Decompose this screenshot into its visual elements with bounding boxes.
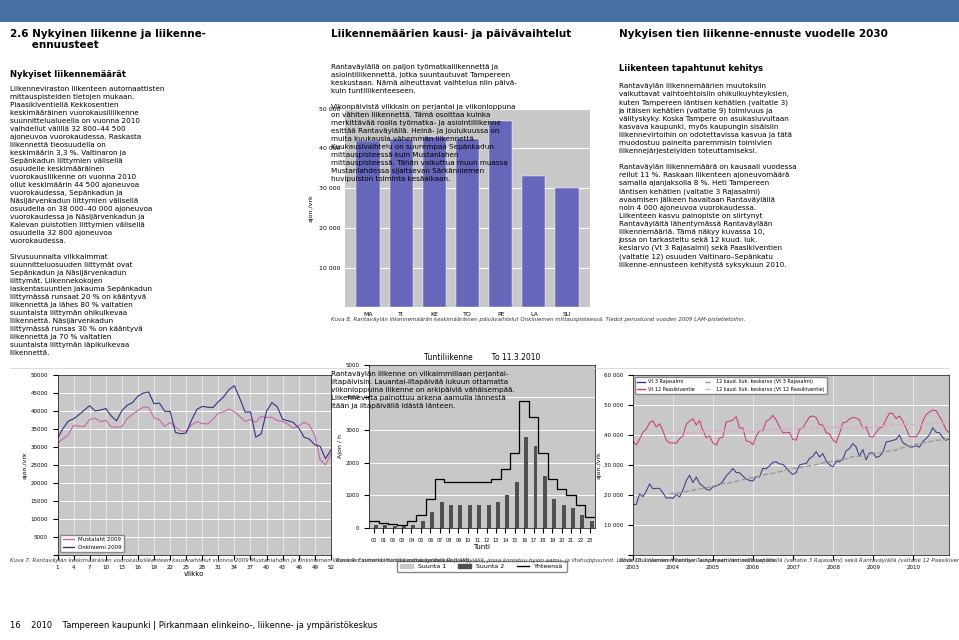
Bar <box>431 512 434 528</box>
Bar <box>370 525 374 528</box>
Bar <box>482 505 486 528</box>
Text: Liikennemäärien kausi- ja päivävaihtelut: Liikennemäärien kausi- ja päivävaihtelut <box>331 29 572 39</box>
Bar <box>489 121 512 307</box>
Bar <box>520 492 525 528</box>
Bar <box>411 525 415 528</box>
Text: 16    2010    Tampereen kaupunki | Pirkanmaan elinkeino-, liikenne- ja ympäristö: 16 2010 Tampereen kaupunki | Pirkanmaan … <box>10 621 377 630</box>
X-axis label: Tunti: Tunti <box>474 544 490 550</box>
Text: Kuva 10. Liikenteen kehitys Tampereen läntisellä kehätiellä (valtatie 3 Rajasalm: Kuva 10. Liikenteen kehitys Tampereen lä… <box>619 558 959 563</box>
Bar <box>473 505 478 528</box>
Legend: Suunta 1, Suunta 2, Yhteensä: Suunta 1, Suunta 2, Yhteensä <box>397 561 567 572</box>
Bar <box>427 515 431 528</box>
Bar <box>380 525 384 528</box>
Bar <box>384 525 387 528</box>
Bar <box>408 525 411 528</box>
Bar <box>529 499 533 528</box>
Bar <box>590 522 594 528</box>
Bar <box>558 512 562 528</box>
Bar <box>549 508 552 528</box>
Bar <box>417 522 421 528</box>
Bar <box>402 526 406 528</box>
Bar <box>389 138 412 307</box>
Bar <box>478 505 481 528</box>
Bar <box>486 505 491 528</box>
Bar <box>523 176 546 307</box>
Bar <box>555 188 578 307</box>
Bar <box>455 505 458 528</box>
Bar <box>533 447 537 528</box>
Text: Kuva 9. Esimerkki tuntiliikennekäyrästä Rantaväylällä, jossa korostuu hyvin aamu: Kuva 9. Esimerkki tuntiliikennekäyrästä … <box>336 558 777 563</box>
Text: Liikenteen tapahtunut kehitys: Liikenteen tapahtunut kehitys <box>619 64 762 73</box>
Bar <box>567 515 572 528</box>
Bar <box>586 523 590 528</box>
Bar <box>515 483 519 528</box>
Bar <box>439 502 444 528</box>
Bar <box>357 141 380 307</box>
Bar <box>423 136 446 307</box>
Bar <box>576 518 580 528</box>
Y-axis label: ajon./vrk: ajon./vrk <box>596 451 601 479</box>
Bar <box>458 505 462 528</box>
Bar <box>511 499 515 528</box>
Text: Kuva 8. Rantaväylän liikennemäärän keskimääräinen päivävaihtelut Onkiniemen mitt: Kuva 8. Rantaväylän liikennemäärän keski… <box>331 317 745 322</box>
Bar <box>468 505 472 528</box>
Bar <box>388 526 392 528</box>
Bar <box>374 525 378 528</box>
Text: Nykyisen tien liikenne-ennuste vuodelle 2030: Nykyisen tien liikenne-ennuste vuodelle … <box>619 29 887 39</box>
Bar <box>449 505 453 528</box>
Bar <box>572 508 575 528</box>
Bar <box>539 505 543 528</box>
Y-axis label: Ajon / h: Ajon / h <box>338 435 342 458</box>
Bar <box>445 505 449 528</box>
Text: Rantaväylän liikenne on vilkaimmillaan perjantai-
iltapäivisin. Lauantai-iltapäi: Rantaväylän liikenne on vilkaimmillaan p… <box>331 371 515 409</box>
Bar <box>580 515 584 528</box>
Bar <box>492 505 496 528</box>
Bar <box>392 526 397 528</box>
Y-axis label: ajon./vrk: ajon./vrk <box>309 194 314 222</box>
Text: 2.6 Nykyinen liikenne ja liikenne-
      ennuusteet: 2.6 Nykyinen liikenne ja liikenne- ennuu… <box>10 29 205 51</box>
Text: Rantaväylän liikennemäärien muutoksiin
vaikuttavat vaihtoehtoisiin ohikulkuyhtey: Rantaväylän liikennemäärien muutoksiin v… <box>619 83 796 268</box>
Legend: Vt 3 Rajasalmi, Vt 12 Paasikiventie, 12 kaud. liuk. keskarvo (Vt 3 Rajasalmi), 1: Vt 3 Rajasalmi, Vt 12 Paasikiventie, 12 … <box>636 378 827 394</box>
Text: Rantaväylällä on paljon työmatkaliikennettä ja
asiointiliikennettä, jotka suunta: Rantaväylällä on paljon työmatkaliikenne… <box>331 64 517 182</box>
Bar <box>562 505 566 528</box>
Y-axis label: ajon./vrk: ajon./vrk <box>23 451 28 479</box>
Text: Liikenneviraston liikenteen automaattisten
mittauspisteiden tietojen mukaan.
Pla: Liikenneviraston liikenteen automaattist… <box>10 86 164 356</box>
Bar <box>502 502 505 528</box>
Text: Tuntiliikenne        To 11.3.2010: Tuntiliikenne To 11.3.2010 <box>424 353 540 362</box>
Bar <box>398 526 402 528</box>
Legend: Mustalaht 2009, Onkiniemi 2009: Mustalaht 2009, Onkiniemi 2009 <box>60 535 124 552</box>
X-axis label: viikko: viikko <box>184 571 204 577</box>
Bar <box>543 476 547 528</box>
Bar <box>505 495 509 528</box>
Bar <box>421 522 425 528</box>
Bar <box>552 499 556 528</box>
Bar <box>464 505 468 528</box>
Bar <box>435 505 439 528</box>
Bar <box>496 502 500 528</box>
Bar <box>456 138 480 307</box>
Text: Nykyiset liikennemäärät: Nykyiset liikennemäärät <box>10 70 126 79</box>
Text: Kuva 7. Rantaväylän keskimääräisen vuorokausiliikenteen kausivaihtelut vuonna 20: Kuva 7. Rantaväylän keskimääräisen vuoro… <box>10 558 471 563</box>
Bar <box>525 436 528 528</box>
